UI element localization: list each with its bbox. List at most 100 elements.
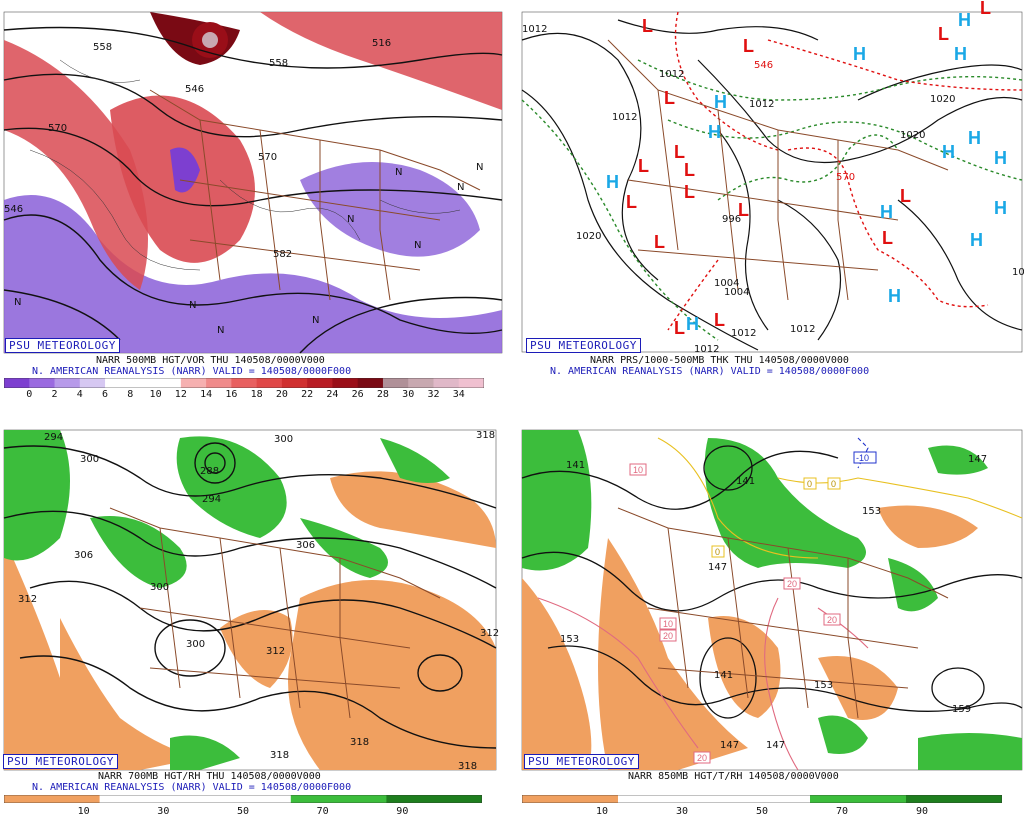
isobar-label: 1004 [724,287,749,298]
colorbar-segment [99,795,196,803]
height-label: 159 [952,704,971,715]
panel-500mb-vorticity: 558 570 546 558 516 570 582 546 N N N N … [0,0,512,410]
caption-valid: N. AMERICAN REANALYSIS (NARR) VALID = 14… [32,366,352,377]
svg-text:20: 20 [827,615,837,625]
vort-min-label: N [476,162,483,173]
colorbar-segment [54,378,81,388]
contour-label: 582 [273,249,292,260]
isobars [521,19,1023,351]
colorbar-segment [382,378,409,388]
vort-min-label: N [347,214,354,225]
colorbar-tick-label: 12 [174,389,187,400]
caption-title: NARR 850MB HGT/T/RH 140508/0000V000 [628,771,839,782]
colorbar-segment [433,378,460,388]
low-marker: L [642,16,653,36]
colorbar-tick-label: 30 [402,389,415,400]
svg-text:20: 20 [663,631,673,641]
colorbar-tick-label: 8 [127,389,134,400]
isobar-label: 1020 [930,94,955,105]
colorbar-segment [458,378,484,388]
colorbar-segment [180,378,207,388]
caption-title: NARR 500MB HGT/VOR THU 140508/0000V000 [96,355,325,366]
colorbar-tick-label: 20 [275,389,288,400]
svg-text:20: 20 [697,753,707,763]
thickness-label: 570 [836,172,855,183]
map-thickness: 1012 1012 1012 1012 1020 1020 1020 1004 … [521,0,1024,355]
colorbar-segment [195,795,292,803]
colorbar-tick-label: 4 [76,389,83,400]
colorbar-tick-label: 10 [595,806,609,817]
temp-label: 20 [693,751,711,764]
low-marker: L [938,24,949,44]
height-label: 300 [80,454,99,465]
contour-label: 570 [48,123,67,134]
high-marker: H [714,92,727,112]
contour-label: 558 [269,58,288,69]
thin-contours [29,59,461,271]
temperature-labels: 10 0 0 0 20 10 20 20 20 -10 [629,451,877,764]
colorbar-segment [281,378,308,388]
isobar-label: 10 [1012,267,1024,278]
temp-label: 0 [827,477,841,490]
vort-min-label: N [395,167,402,178]
isobar-label: 1004 [714,278,739,289]
vorticity-min-labels: N N N N N N N N N [14,162,483,336]
height-label: 288 [200,466,219,477]
vort-min-label: N [414,240,421,251]
isobar-label: 1012 [731,328,756,339]
height-label: 300 [274,434,293,445]
low-marker: L [743,36,754,56]
low-marker: L [714,310,725,330]
colorbar-tick-label: 50 [755,806,769,817]
colorbar-tick-label: 30 [675,806,689,817]
low-marker: L [664,88,675,108]
colorbar-tick-label: 2 [51,389,58,400]
height-label: 300 [186,639,205,650]
colorbar-tick-label: 90 [396,806,409,817]
high-marker: H [954,44,967,64]
low-marker: L [674,318,685,338]
thickness-labels: 570 546 [754,60,855,183]
colorbar-rh [522,795,1002,803]
height-label: 312 [18,594,37,605]
caption-title: NARR 700MB HGT/RH THU 140508/0000V000 [98,771,321,782]
temp-label: 20 [823,613,841,626]
high-marker: H [853,44,866,64]
colorbar-segment [307,378,333,388]
map-700mb: 294 300 288 294 300 306 300 300 306 312 … [3,429,499,772]
height-label: 153 [862,506,881,517]
colorbar-tick-label: 6 [102,389,109,400]
psu-meteorology-badge: PSU METEOROLOGY [526,338,641,353]
panel-850mb-temp-rh: 141 141 147 153 147 153 141 147 153 159 … [518,418,1024,819]
isobar-label: 1012 [522,24,547,35]
colorbar-segment [4,795,101,803]
height-label: 141 [566,460,585,471]
contour-label: 570 [258,152,277,163]
state-boundaries [607,39,949,301]
isobar-label: 1012 [612,112,637,123]
caption-valid: N. AMERICAN REANALYSIS (NARR) VALID = 14… [550,366,870,377]
vort-min-label: N [457,182,464,193]
high-marker: H [958,10,971,30]
colorbar-tick-label: 22 [301,389,314,400]
colorbar-tick-label: 24 [326,389,339,400]
height-label: 294 [202,494,221,505]
isobar-label: 1020 [576,231,601,242]
colorbar-segment [29,378,56,388]
height-label: 294 [44,432,63,443]
contour-labels: 558 570 546 558 516 570 582 546 [4,38,391,260]
low-marker: L [626,192,637,212]
height-label: 153 [560,634,579,645]
temp-label: 10 [659,617,677,630]
colorbar-vorticity [4,378,484,388]
colorbar-tick-label: 50 [236,806,250,817]
svg-text:0: 0 [807,479,812,489]
isobar-label: 1012 [749,99,774,110]
height-label: 318 [458,761,477,772]
colorbar-tick-label: 28 [376,389,389,400]
colorbar-segment [256,378,283,388]
caption-title: NARR PRS/1000-500MB THK THU 140508/0000V… [590,355,849,366]
low-marker: L [638,156,649,176]
colorbar-segment [155,378,182,388]
colorbar-tick-label: 70 [835,806,849,817]
